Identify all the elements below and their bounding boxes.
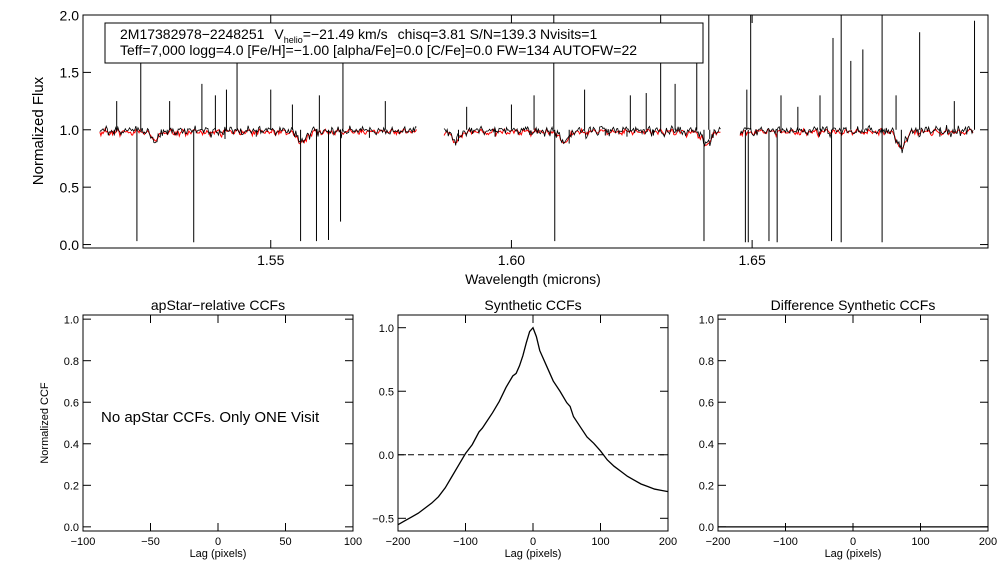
synthetic-ccf-y-tick-label: 1.0 [379, 323, 394, 335]
synthetic-ccf-title: Synthetic CCFs [484, 297, 581, 313]
synthetic-ccf-y-tick-label: 0.0 [379, 450, 394, 462]
fit-stats: chisq=3.81 S/N=139.3 Nvisits=1 [398, 26, 598, 42]
spectrum-y-tick-label: 2.0 [60, 7, 80, 23]
apstar-ccf-x-axis-label: Lag (pixels) [190, 548, 247, 560]
apstar-ccf-y-tick-label: 0.2 [64, 480, 79, 492]
apstar-ccf-message: No apStar CCFs. Only ONE Visit [101, 409, 320, 426]
spectrum-x-tick-label: 1.55 [257, 252, 284, 268]
spectrum-x-tick-label: 1.65 [738, 252, 765, 268]
spectrum-frame [82, 14, 989, 249]
difference-ccf-frame [717, 314, 989, 532]
synthetic-ccf-x-tick-label: −200 [386, 536, 411, 548]
spectrum-y-tick-label: 1.5 [60, 65, 80, 81]
apstar-ccf-x-tick-label: −100 [71, 536, 96, 548]
observed-spectrum-line [443, 124, 721, 147]
synthetic-ccf-frame [397, 314, 669, 532]
synthetic-ccf-line [397, 326, 669, 526]
difference-ccf-y-tick-label: 0.6 [699, 397, 714, 409]
spectrum-annotation-box [104, 22, 704, 64]
spectrum-y-tick-label: 1.0 [60, 122, 80, 138]
apstar-ccf-y-tick-label: 1.0 [64, 314, 79, 326]
difference-ccf-title: Difference Synthetic CCFs [771, 297, 936, 313]
spectrum-y-tick-label: 0.5 [60, 179, 80, 195]
vhelio-subscript: helio [284, 35, 303, 45]
synthetic-ccf-x-axis-label: Lag (pixels) [505, 548, 562, 560]
spectrum-x-axis-label: Wavelength (microns) [465, 271, 601, 287]
star-id: 2M17382978−2248251 [120, 26, 265, 42]
synthetic-ccf-axes: −200 −100 0 100 200 −0.5 0.0 0.5 1.0 [372, 315, 677, 548]
apstar-ccf-y-tick-label: 0.8 [64, 356, 79, 368]
apstar-ccf-title: apStar−relative CCFs [151, 297, 285, 313]
synthetic-ccf-x-tick-label: 100 [591, 536, 609, 548]
difference-ccf-x-tick-label: −100 [773, 536, 798, 548]
difference-ccf-x-tick-label: 200 [979, 536, 997, 548]
vhelio-value: =−21.49 km/s [303, 26, 388, 42]
difference-ccf-y-tick-label: 0.8 [699, 356, 714, 368]
apstar-ccf-x-tick-label: 50 [279, 536, 291, 548]
apstar-ccf-y-tick-label: 0.6 [64, 397, 79, 409]
apstar-ccf-x-tick-label: −50 [141, 536, 160, 548]
observed-spectrum-line [739, 124, 974, 154]
apstar-ccf-y-tick-label: 0.4 [64, 439, 79, 451]
synthetic-spectrum-line [99, 127, 417, 145]
difference-ccf-y-tick-label: 0.4 [699, 439, 714, 451]
difference-ccf-y-tick-label: 1.0 [699, 314, 714, 326]
spectrum-panel: 1.55 1.60 1.65 0.0 0.5 1.0 1.5 2.0 Wavelength (… [30, 7, 989, 287]
synthetic-ccf-x-tick-label: −100 [453, 536, 478, 548]
difference-ccf-x-axis-label: Lag (pixels) [825, 548, 882, 560]
synthetic-ccf-x-tick-label: 0 [530, 536, 536, 548]
difference-ccf-x-tick-label: 0 [850, 536, 856, 548]
apstar-ccf-panel: −100 −50 0 50 100 0.0 0.2 0.4 0.6 0.8 1.0 apStar−r… [39, 297, 362, 560]
difference-ccf-axes: −200 −100 0 100 200 0.0 0.2 0.4 0.6 0.8 1.0 [699, 314, 997, 548]
spectrum-annotation-line2: Teff=7,000 logg=4.0 [Fe/H]=−1.00 [alpha/… [120, 42, 637, 58]
difference-ccf-y-tick-label: 0.2 [699, 480, 714, 492]
observed-spectrum-line [99, 124, 417, 144]
synthetic-ccf-y-tick-label: −0.5 [372, 513, 394, 525]
spectrum-plot-area [99, 15, 976, 243]
synthetic-ccf-x-tick-label: 200 [659, 536, 677, 548]
spectrum-annotation-line1: 2M17382978−2248251 Vhelio=−21.49 km/s chis… [120, 26, 597, 45]
spectrum-y-tick-label: 0.0 [60, 237, 80, 253]
spectrum-x-tick-label: 1.60 [498, 252, 525, 268]
synthetic-ccf-panel: −200 −100 0 100 200 −0.5 0.0 0.5 1.0 Synthetic C… [372, 297, 677, 560]
synthetic-ccf-y-tick-label: 0.5 [379, 386, 394, 398]
difference-ccf-panel: −200 −100 0 100 200 0.0 0.2 0.4 0.6 0.8 1.0 Differ… [699, 297, 997, 560]
synthetic-ccf-plot-area [397, 326, 669, 526]
difference-ccf-x-tick-label: −200 [706, 536, 731, 548]
apstar-ccf-x-tick-label: 100 [344, 536, 362, 548]
apstar-ccf-axes: −100 −50 0 50 100 0.0 0.2 0.4 0.6 0.8 1.0 [64, 314, 362, 548]
spectrum-axes: 1.55 1.60 1.65 0.0 0.5 1.0 1.5 2.0 [60, 7, 988, 268]
difference-ccf-x-tick-label: 100 [911, 536, 929, 548]
apstar-ccf-y-tick-label: 0.0 [64, 522, 79, 534]
apstar-ccf-y-axis-label: Normalized CCF [39, 382, 51, 464]
apstar-ccf-x-tick-label: 0 [215, 536, 221, 548]
vhelio-symbol: V [274, 26, 284, 42]
spectrum-y-axis-label: Normalized Flux [30, 76, 47, 185]
difference-ccf-y-tick-label: 0.0 [699, 522, 714, 534]
